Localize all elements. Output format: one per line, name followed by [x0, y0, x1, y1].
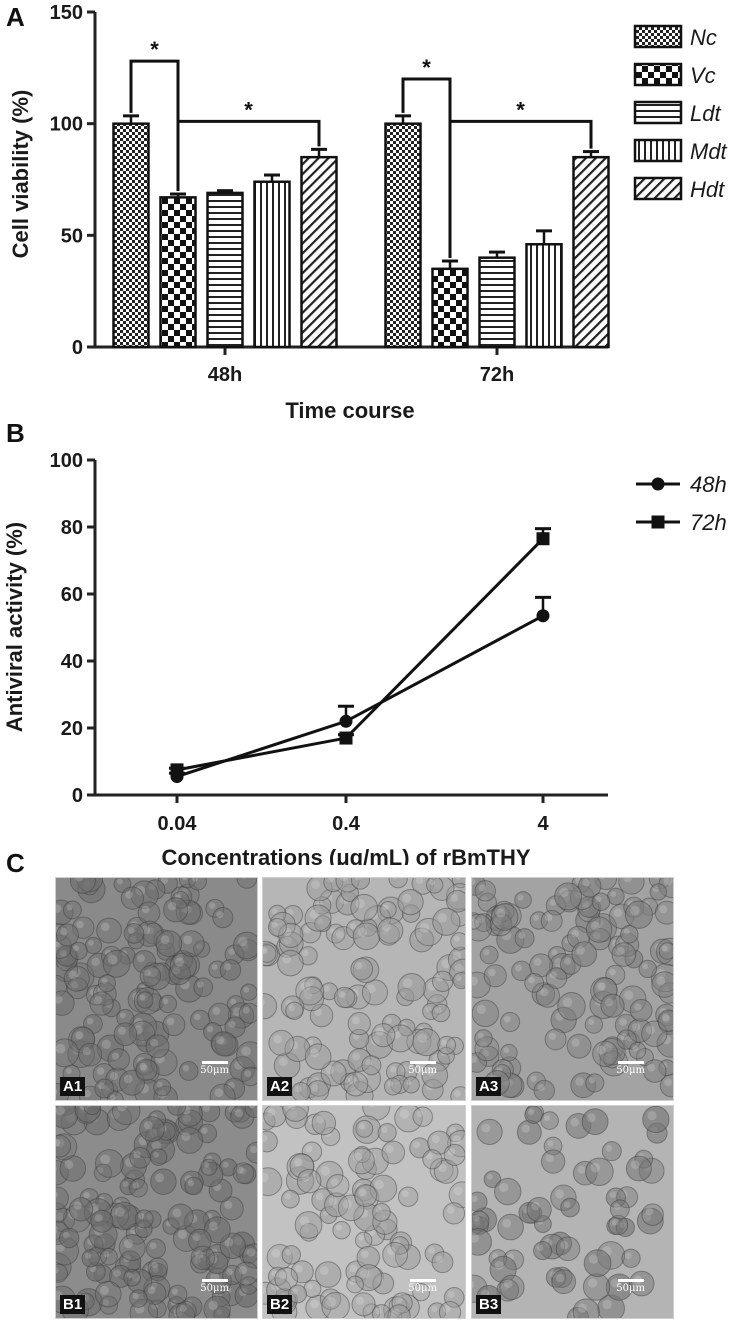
scale-bar-text: 50μm — [200, 1065, 229, 1076]
micrograph-label: A1 — [60, 1077, 86, 1096]
chartB-y-tick-label: 80 — [61, 517, 83, 539]
scale-bar-line — [409, 1061, 436, 1064]
scale-bar-text: 50μm — [616, 1065, 645, 1076]
legend-label-mdt: Mdt — [690, 139, 728, 164]
micrograph-a2: A2 50μm — [262, 877, 466, 1101]
scale-bar-text: 50μm — [408, 1065, 437, 1076]
bar-ldt-48h — [206, 191, 244, 349]
bar-mdt-72h — [525, 243, 563, 349]
legend-label-hdt: Hdt — [690, 177, 725, 202]
chartB-x-tick-label: 0.04 — [158, 813, 198, 835]
significance-star: * — [516, 97, 525, 122]
cell-texture — [56, 878, 257, 1100]
scale-bar-text: 50μm — [616, 1283, 645, 1294]
data-point-72h — [536, 532, 550, 546]
legend-swatch-mdt — [633, 138, 683, 163]
chartA-y-tick-label: 150 — [50, 2, 83, 24]
scale-bar-text: 50μm — [200, 1283, 229, 1294]
scale-bar: 50μm — [200, 1061, 229, 1076]
cell-texture — [56, 1106, 257, 1318]
chartB-y-tick-label: 40 — [61, 651, 83, 673]
bar-chart-cell-viability: 0 50 100 150 48h 72h * * * * Nc Vc Ldt Mdt Hdt Cell … — [8, 2, 728, 423]
panel-letter-a: A — [6, 2, 25, 32]
scale-bar-line — [617, 1279, 644, 1282]
legend-swatch-nc — [633, 24, 683, 49]
chartB-y-tick-label: 20 — [61, 718, 83, 740]
chartB-x-tick-label: 0.4 — [332, 813, 361, 835]
chartA-xlabel: Time course — [285, 398, 414, 423]
micrograph-b2: B2 50μm — [262, 1105, 466, 1319]
bar-ldt-72h — [478, 256, 516, 349]
scale-bar: 50μm — [616, 1061, 645, 1076]
legend-label-vc: Vc — [690, 63, 716, 88]
legend-label-48h: 48h — [690, 472, 727, 497]
chartB-y-tick-label: 60 — [61, 584, 83, 606]
bar-vc-72h — [431, 267, 469, 349]
chartA-y-tick-label: 50 — [61, 225, 83, 247]
bar-nc-72h — [384, 122, 422, 349]
chartB-ylabel: Antiviral activity (%) — [2, 522, 27, 732]
panel-letter-b: B — [6, 418, 25, 448]
scale-bar-line — [617, 1061, 644, 1064]
series-line-72h — [176, 537, 545, 772]
micrograph-label: A2 — [267, 1077, 293, 1096]
scale-bar-line — [409, 1279, 436, 1282]
bar-mdt-48h — [253, 180, 291, 349]
chartA-x-tick-label: 48h — [208, 364, 242, 386]
series-line-48h — [176, 614, 544, 779]
bar-nc-48h — [112, 122, 150, 349]
cell-texture — [263, 878, 465, 1100]
micrograph-b1: B1 50μm — [55, 1105, 258, 1319]
legend-swatch-vc — [633, 62, 683, 87]
scale-bar: 50μm — [408, 1279, 437, 1294]
legend-swatch-ldt — [633, 100, 683, 125]
cell-texture — [263, 1106, 465, 1318]
chartA-x-tick-label: 72h — [480, 364, 514, 386]
micrograph-a3: A3 50μm — [471, 877, 674, 1101]
panel-letter-c: C — [6, 848, 25, 878]
significance-bracket — [448, 119, 593, 259]
scale-bar-line — [201, 1061, 228, 1064]
cell-texture — [472, 878, 673, 1100]
significance-star: * — [422, 55, 431, 80]
micrograph-a1: A1 50μm — [55, 877, 258, 1101]
significance-star: * — [244, 97, 253, 122]
data-point-48h — [339, 714, 353, 728]
legend-label-ldt: Ldt — [690, 101, 721, 126]
chartB-y-tick-label: 100 — [50, 450, 83, 472]
micrograph-label: A3 — [476, 1077, 502, 1096]
scale-bar-line — [201, 1279, 228, 1282]
legend-label-72h: 72h — [690, 510, 727, 535]
legend-marker-72h — [651, 515, 665, 529]
chartA-ylabel: Cell viability (%) — [8, 90, 33, 259]
chartB-y-tick-label: 0 — [72, 785, 83, 807]
micrograph-b3: B3 50μm — [471, 1105, 674, 1319]
bar-hdt-72h — [572, 155, 610, 349]
data-point-72h — [339, 731, 353, 745]
bar-vc-48h — [159, 196, 197, 349]
micrograph-label: B1 — [60, 1295, 86, 1314]
scale-bar: 50μm — [200, 1279, 229, 1294]
scale-bar: 50μm — [616, 1279, 645, 1294]
micrograph-label: B2 — [267, 1295, 293, 1314]
chartA-y-tick-label: 0 — [72, 337, 83, 359]
cell-texture — [472, 1106, 670, 1318]
data-point-48h — [536, 609, 550, 623]
significance-star: * — [150, 37, 159, 62]
data-point-72h — [170, 763, 184, 777]
micrograph-grid: A1 50μm A2 50μm A3 50μm B1 50μm B2 50μm B3 50μm — [55, 877, 674, 1319]
line-chart-antiviral-activity: 0 20 40 60 80 100 0.04 0.4 4 48h 72h Antiviral ac… — [2, 450, 727, 865]
micrograph-label: B3 — [476, 1295, 502, 1314]
scale-bar-text: 50μm — [408, 1283, 437, 1294]
legend-label-nc: Nc — [690, 25, 717, 50]
chartB-x-tick-label: 4 — [537, 813, 549, 835]
scale-bar: 50μm — [408, 1061, 437, 1076]
chartA-y-tick-label: 100 — [50, 114, 83, 136]
legend-swatch-hdt — [633, 176, 683, 201]
bar-hdt-48h — [300, 155, 338, 349]
chartB-xlabel: Concentrations (μg/mL) of rBmTHY — [161, 845, 530, 865]
legend-marker-48h — [651, 477, 665, 491]
significance-bracket — [176, 119, 321, 192]
